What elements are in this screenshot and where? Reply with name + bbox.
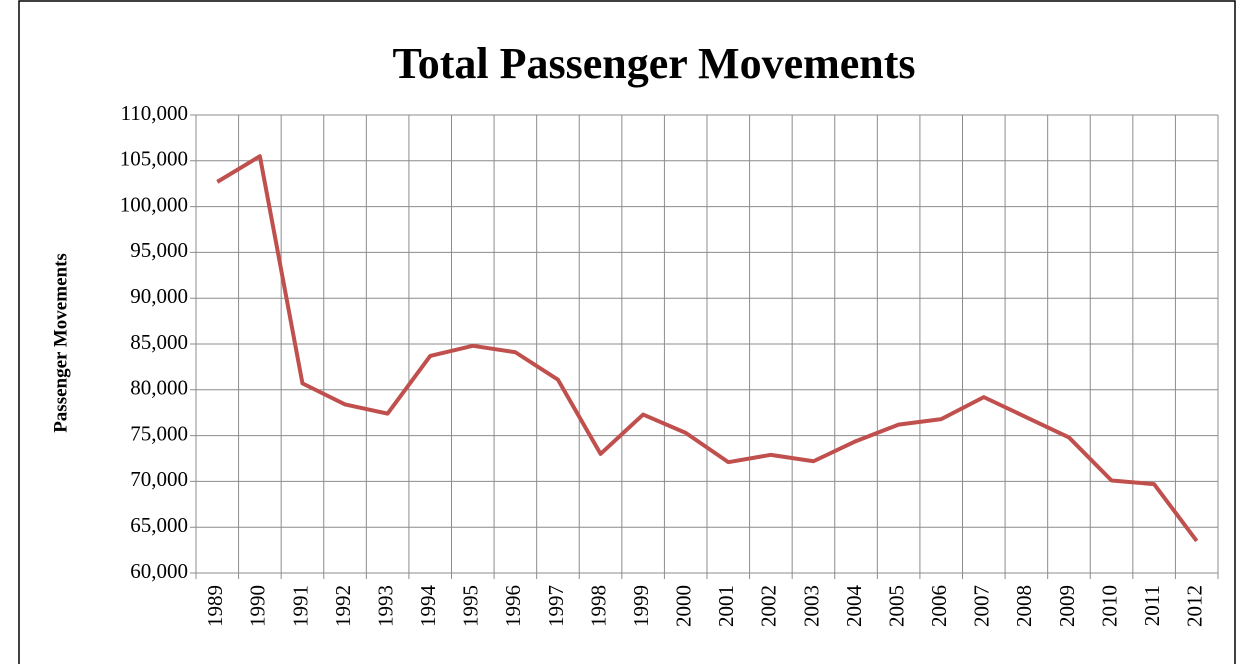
chart-frame (18, 0, 1236, 664)
y-axis-label: Passenger Movements (50, 253, 71, 433)
line-series (216, 154, 1199, 543)
y-tick-label: 95,000 (130, 238, 188, 262)
x-tick-label: 1995 (459, 585, 483, 627)
y-tick-label: 60,000 (130, 559, 188, 583)
x-tick-label: 2012 (1183, 585, 1207, 627)
x-tick-label: 2001 (714, 585, 738, 627)
y-tick-label: 110,000 (121, 101, 188, 125)
x-tick-label: 1994 (416, 585, 440, 628)
y-tick-label: 70,000 (130, 467, 188, 491)
x-tick-label: 1991 (288, 585, 312, 627)
x-tick-label: 1996 (501, 585, 525, 627)
x-tick-label: 2000 (672, 585, 696, 627)
chart-title: Total Passenger Movements (392, 39, 915, 88)
x-tick-label: 2006 (927, 585, 951, 627)
x-tick-label: 2008 (1012, 585, 1036, 627)
y-tick-label: 80,000 (130, 376, 188, 400)
y-tick-label: 90,000 (130, 284, 188, 308)
x-tick-label: 2007 (970, 585, 994, 627)
y-tick-label: 100,000 (120, 192, 188, 216)
y-tick-label: 85,000 (130, 330, 188, 354)
x-tick-label: 2002 (757, 585, 781, 627)
y-tick-label: 105,000 (120, 147, 188, 171)
x-tick-label: 1998 (586, 585, 610, 627)
y-tick-label: 65,000 (130, 513, 188, 537)
x-tick-label: 1999 (629, 585, 653, 627)
x-tick-label: 1992 (331, 585, 355, 627)
x-tick-label: 1993 (373, 585, 397, 627)
y-tick-label: 75,000 (130, 421, 188, 445)
x-tick-label: 1989 (203, 585, 227, 627)
x-tick-label: 1990 (246, 585, 270, 627)
x-tick-label: 2011 (1140, 585, 1164, 626)
x-tick-label: 2009 (1055, 585, 1079, 627)
x-tick-label: 2004 (842, 585, 866, 628)
x-tick-label: 2010 (1097, 585, 1121, 627)
x-tick-label: 2005 (884, 585, 908, 627)
x-tick-label: 2003 (799, 585, 823, 627)
x-tick-label: 1997 (544, 585, 568, 627)
